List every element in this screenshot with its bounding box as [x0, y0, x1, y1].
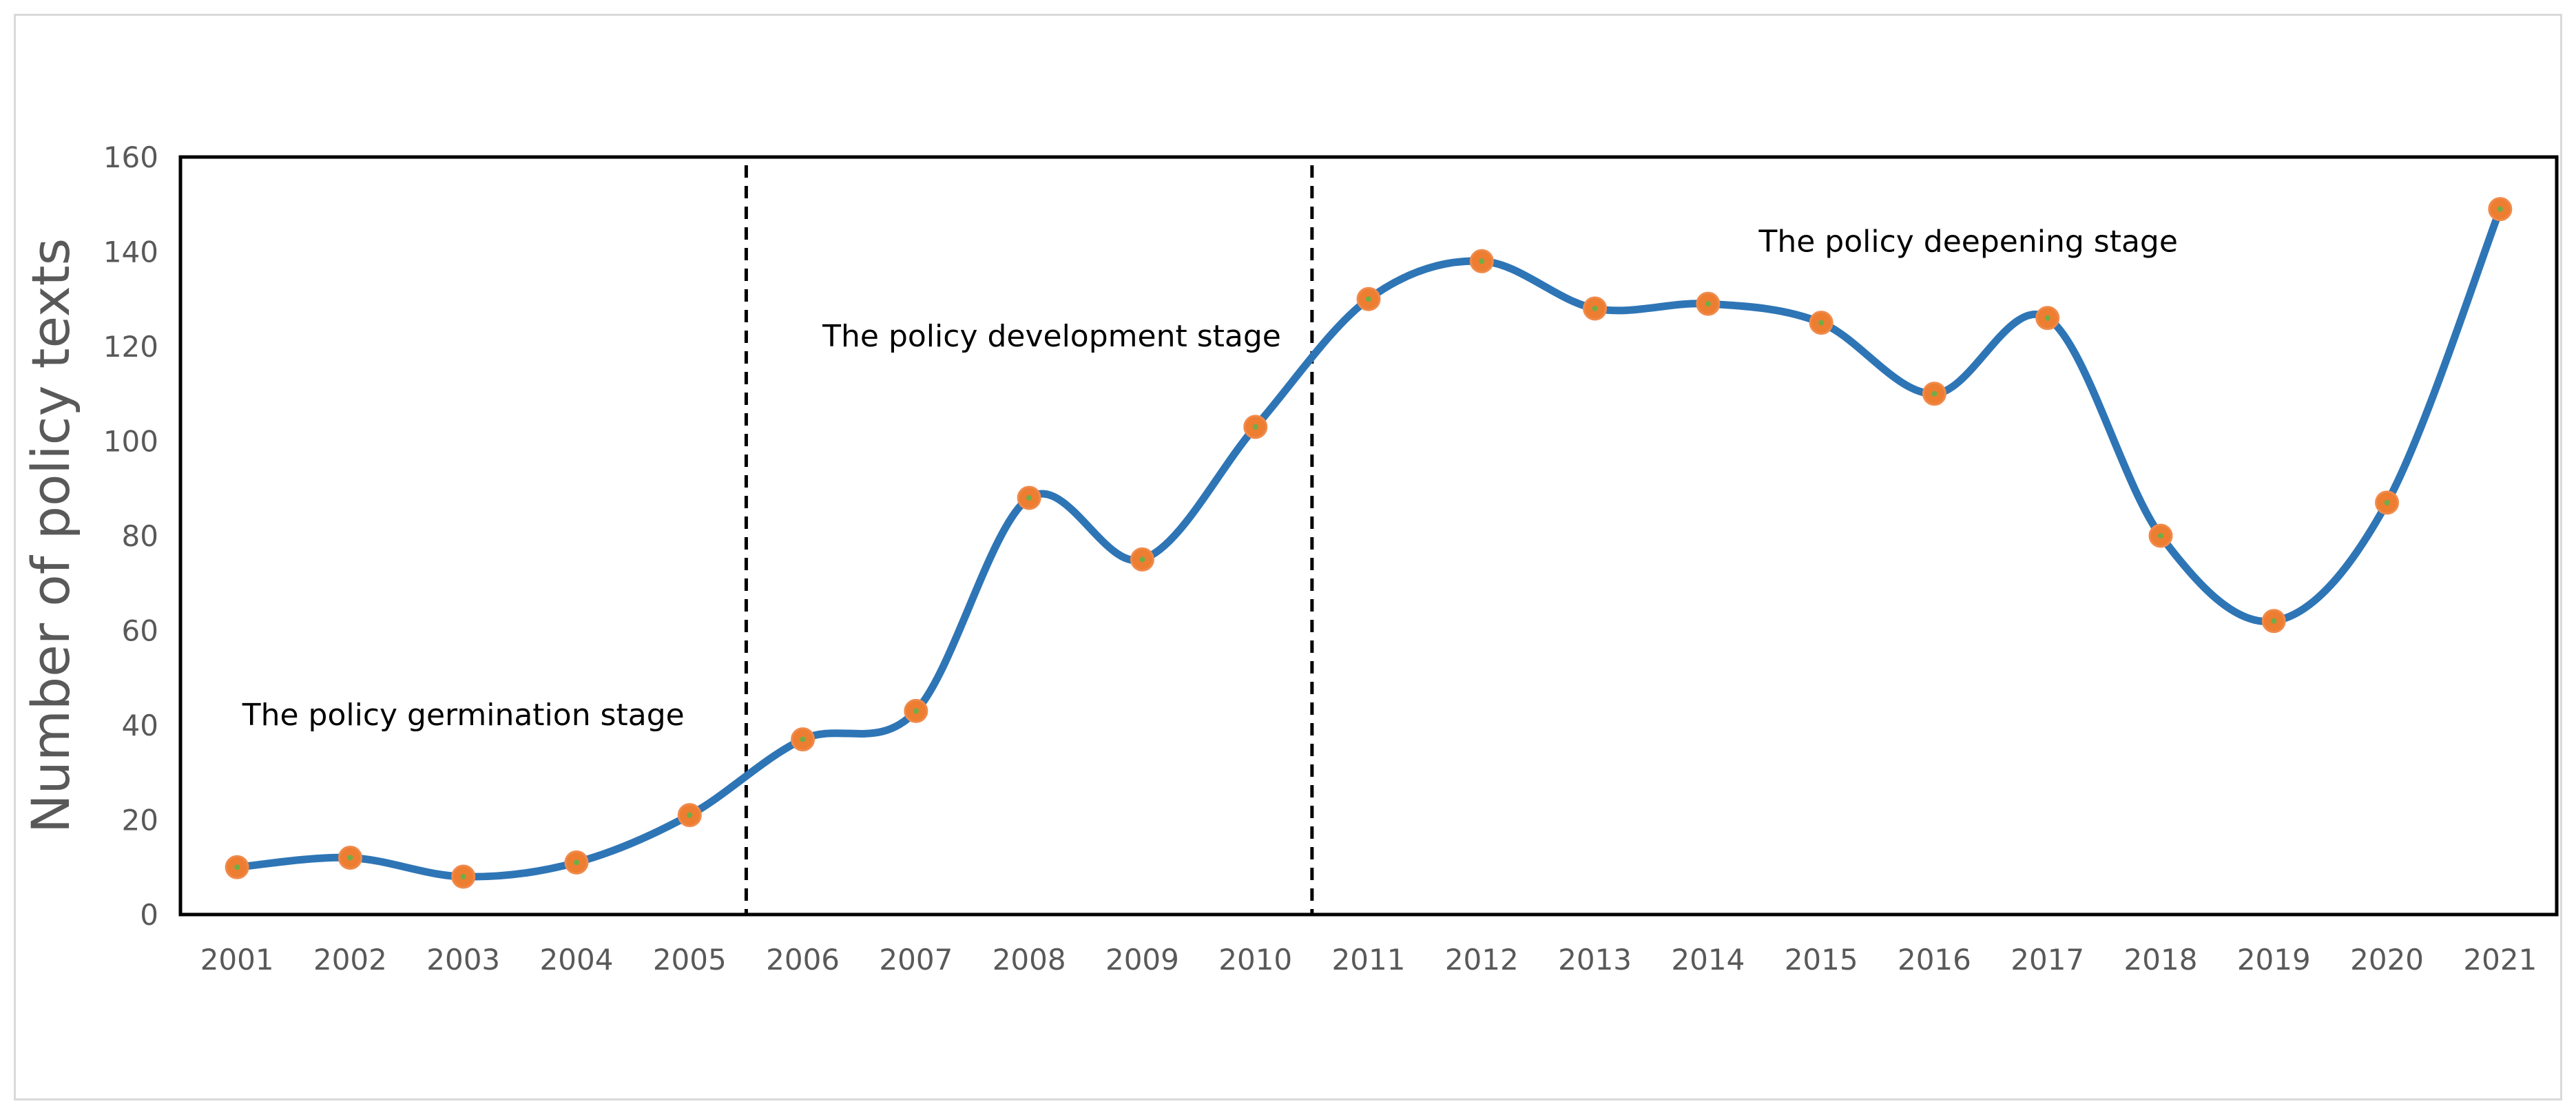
x-tick-label: 2003 [426, 943, 500, 977]
data-point-center [574, 859, 579, 866]
x-tick-label: 2002 [313, 943, 387, 977]
data-point-center [800, 736, 806, 742]
y-axis-title: Number of policy texts [20, 238, 81, 833]
x-tick-label: 2013 [1558, 943, 1632, 977]
data-point-center [1479, 258, 1485, 264]
x-tick-label: 2006 [766, 943, 840, 977]
y-tick-label: 0 [140, 898, 158, 932]
x-tick-label: 2012 [1445, 943, 1519, 977]
x-tick-label: 2011 [1332, 943, 1406, 977]
data-point-center [1931, 390, 1938, 397]
plot-area-border [178, 155, 2559, 917]
y-tick-label: 120 [103, 330, 158, 364]
y-tick-label: 100 [103, 425, 158, 459]
data-point-center [2497, 206, 2503, 212]
data-points [225, 197, 2513, 889]
data-point-center [2271, 618, 2277, 624]
x-tick-label: 2020 [2350, 943, 2424, 977]
data-point-center [1592, 306, 1598, 311]
data-point-center [234, 864, 240, 870]
y-axis-ticks: 0 20 40 60 80 100 120 140 160 [103, 140, 158, 932]
x-tick-label: 2014 [1671, 943, 1745, 977]
data-point-center [2158, 533, 2163, 539]
y-tick-label: 160 [103, 140, 158, 174]
stage-dividers [744, 165, 1314, 915]
y-tick-label: 60 [122, 614, 158, 648]
data-point-center [347, 855, 353, 861]
data-point-center [1705, 301, 1711, 307]
x-axis-ticks: 2001 2002 2003 2004 2005 2006 2007 2008 2009 2010… [200, 943, 2537, 977]
x-tick-label: 2015 [1785, 943, 1858, 977]
y-tick-label: 140 [103, 236, 158, 269]
stage-annotation: The policy germination stage [242, 698, 685, 733]
y-tick-label: 40 [122, 709, 158, 742]
x-tick-label: 2008 [993, 943, 1066, 977]
data-point-center [1139, 556, 1145, 563]
x-tick-label: 2007 [879, 943, 953, 977]
x-tick-label: 2009 [1105, 943, 1179, 977]
data-point-center [1818, 320, 1825, 326]
data-point-center [2044, 315, 2050, 321]
x-tick-label: 2021 [2463, 943, 2537, 977]
x-tick-label: 2010 [1218, 943, 1292, 977]
x-tick-label: 2016 [1898, 943, 1971, 977]
x-tick-label: 2019 [2237, 943, 2311, 977]
data-point-center [1026, 495, 1032, 501]
x-tick-label: 2018 [2124, 943, 2198, 977]
y-tick-label: 80 [122, 519, 158, 553]
x-tick-label: 2004 [540, 943, 614, 977]
chart-frame [14, 14, 2562, 1100]
stage-annotation: The policy deepening stage [1758, 225, 2177, 260]
y-tick-label: 20 [122, 804, 158, 837]
data-point-center [1252, 424, 1258, 430]
x-tick-label: 2017 [2011, 943, 2084, 977]
data-point-center [687, 812, 693, 818]
x-tick-label: 2005 [653, 943, 727, 977]
stage-annotations: The policy germination stage The policy d… [242, 225, 2178, 733]
stage-annotation: The policy development stage [822, 319, 1281, 354]
data-point-center [1366, 296, 1371, 302]
data-point-center [460, 874, 466, 879]
data-point-center [2384, 499, 2390, 505]
data-point-center [913, 708, 919, 714]
x-tick-label: 2001 [200, 943, 274, 977]
